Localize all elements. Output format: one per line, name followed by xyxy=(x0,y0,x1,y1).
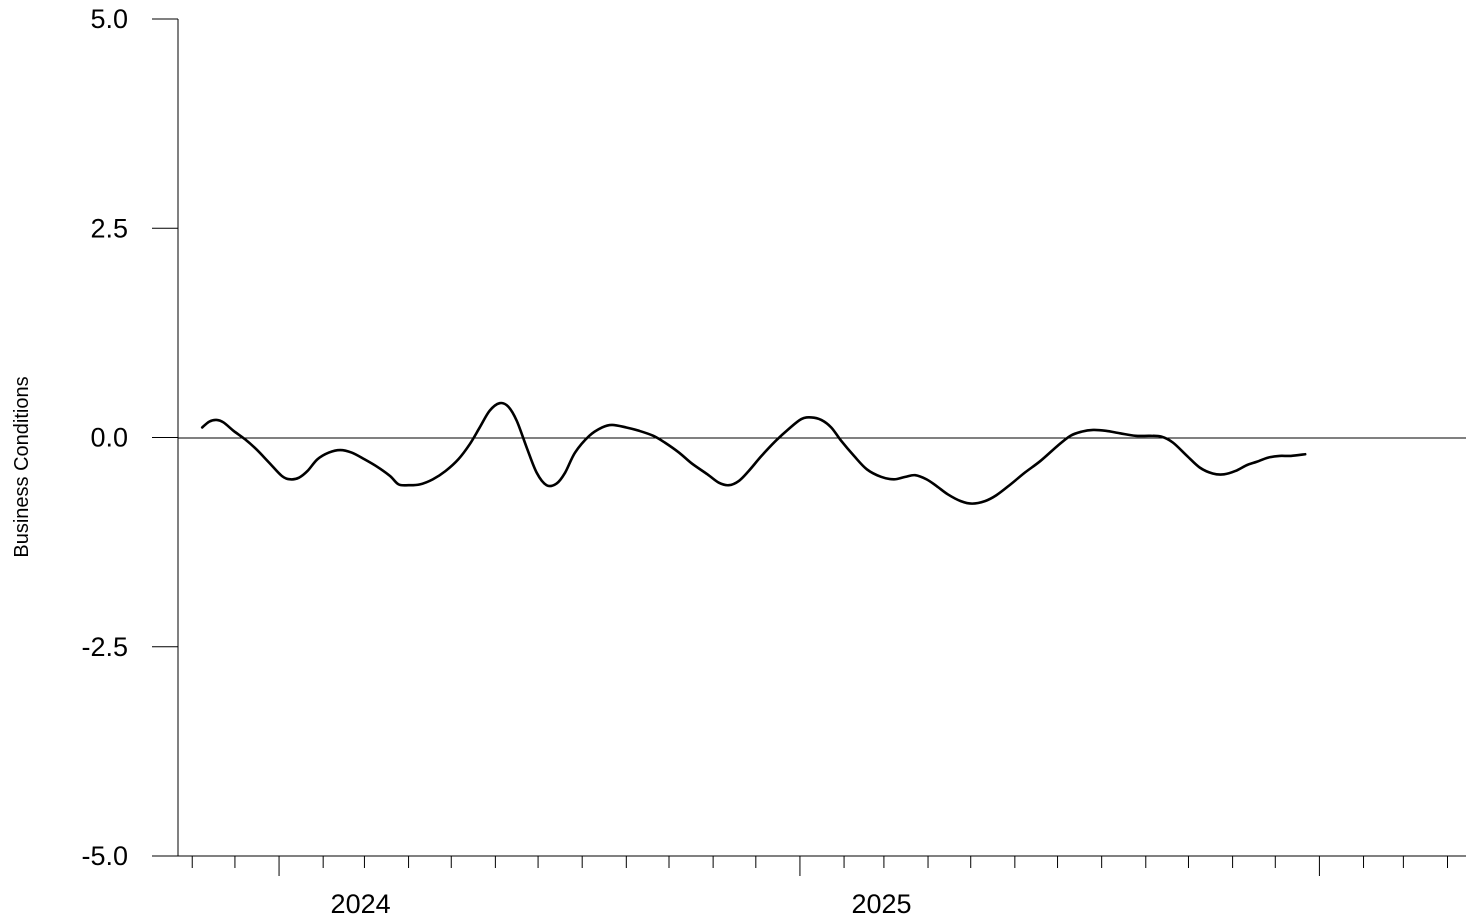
y-tick-label: 2.5 xyxy=(90,213,128,243)
x-axis: 2024 2025 xyxy=(178,855,1466,919)
y-tick-label: 0.0 xyxy=(90,423,128,453)
y-axis: 5.0 2.5 0.0 -2.5 -5.0 xyxy=(81,4,179,871)
y-ticks: 5.0 2.5 0.0 -2.5 -5.0 xyxy=(81,4,178,871)
y-tick-label: 5.0 xyxy=(90,4,128,34)
series-line xyxy=(200,401,1307,505)
y-tick-label: -2.5 xyxy=(81,632,128,662)
x-ticks: 2024 2025 xyxy=(191,856,1448,919)
x-year-label: 2025 xyxy=(851,889,911,915)
x-year-label: 2024 xyxy=(331,889,391,915)
y-tick-label: -5.0 xyxy=(81,841,128,871)
series-layer xyxy=(200,401,1307,505)
y-axis-title: Business Conditions xyxy=(11,376,33,557)
